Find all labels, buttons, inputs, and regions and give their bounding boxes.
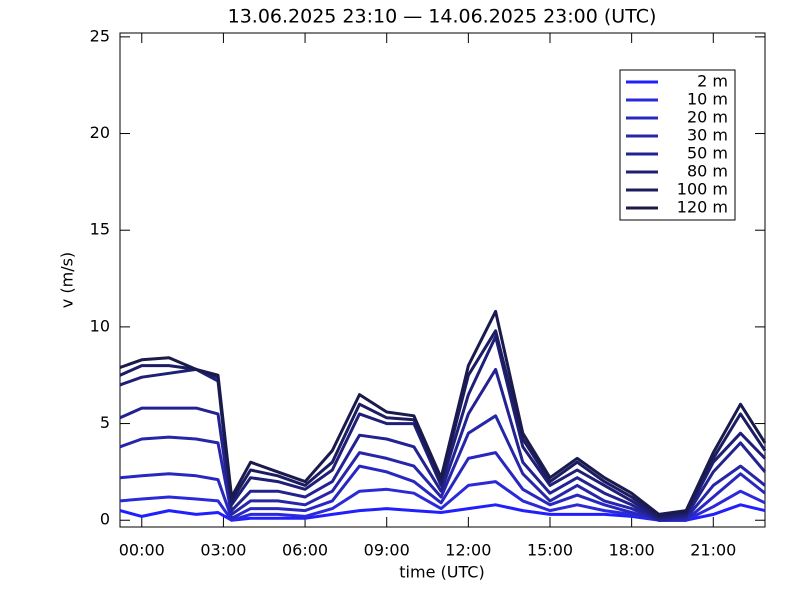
chart-title: 13.06.2025 23:10 — 14.06.2025 23:00 (UTC… bbox=[228, 6, 657, 28]
y-tick-label: 15 bbox=[90, 220, 110, 239]
y-axis-label: v (m/s) bbox=[58, 252, 77, 308]
series-line bbox=[119, 367, 767, 522]
legend-label: 10 m bbox=[687, 90, 728, 109]
x-tick-label: 09:00 bbox=[364, 541, 410, 560]
series-line bbox=[119, 309, 767, 516]
x-tick-label: 06:00 bbox=[282, 541, 328, 560]
legend-label: 100 m bbox=[677, 180, 728, 199]
x-axis-label: time (UTC) bbox=[399, 563, 484, 582]
legend-label: 20 m bbox=[687, 108, 728, 127]
x-tick-label: 18:00 bbox=[609, 541, 655, 560]
y-tick-label: 5 bbox=[100, 413, 110, 432]
x-tick-label: 03:00 bbox=[200, 541, 246, 560]
legend-box bbox=[619, 69, 736, 221]
legend-label: 30 m bbox=[687, 126, 728, 145]
x-tick-label: 15:00 bbox=[527, 541, 573, 560]
x-tick-label: 12:00 bbox=[445, 541, 491, 560]
plot-frame bbox=[119, 32, 766, 528]
legend-label: 80 m bbox=[687, 162, 728, 181]
y-tick-label: 10 bbox=[90, 316, 110, 335]
y-tick-label: 25 bbox=[90, 26, 110, 45]
y-tick-label: 20 bbox=[90, 123, 110, 142]
y-tick-label: 0 bbox=[100, 510, 110, 529]
x-tick-label: 00:00 bbox=[119, 541, 165, 560]
x-tick-label: 21:00 bbox=[690, 541, 736, 560]
legend-label: 120 m bbox=[677, 198, 728, 217]
legend-label: 2 m bbox=[697, 72, 728, 91]
legend-label: 50 m bbox=[687, 144, 728, 163]
